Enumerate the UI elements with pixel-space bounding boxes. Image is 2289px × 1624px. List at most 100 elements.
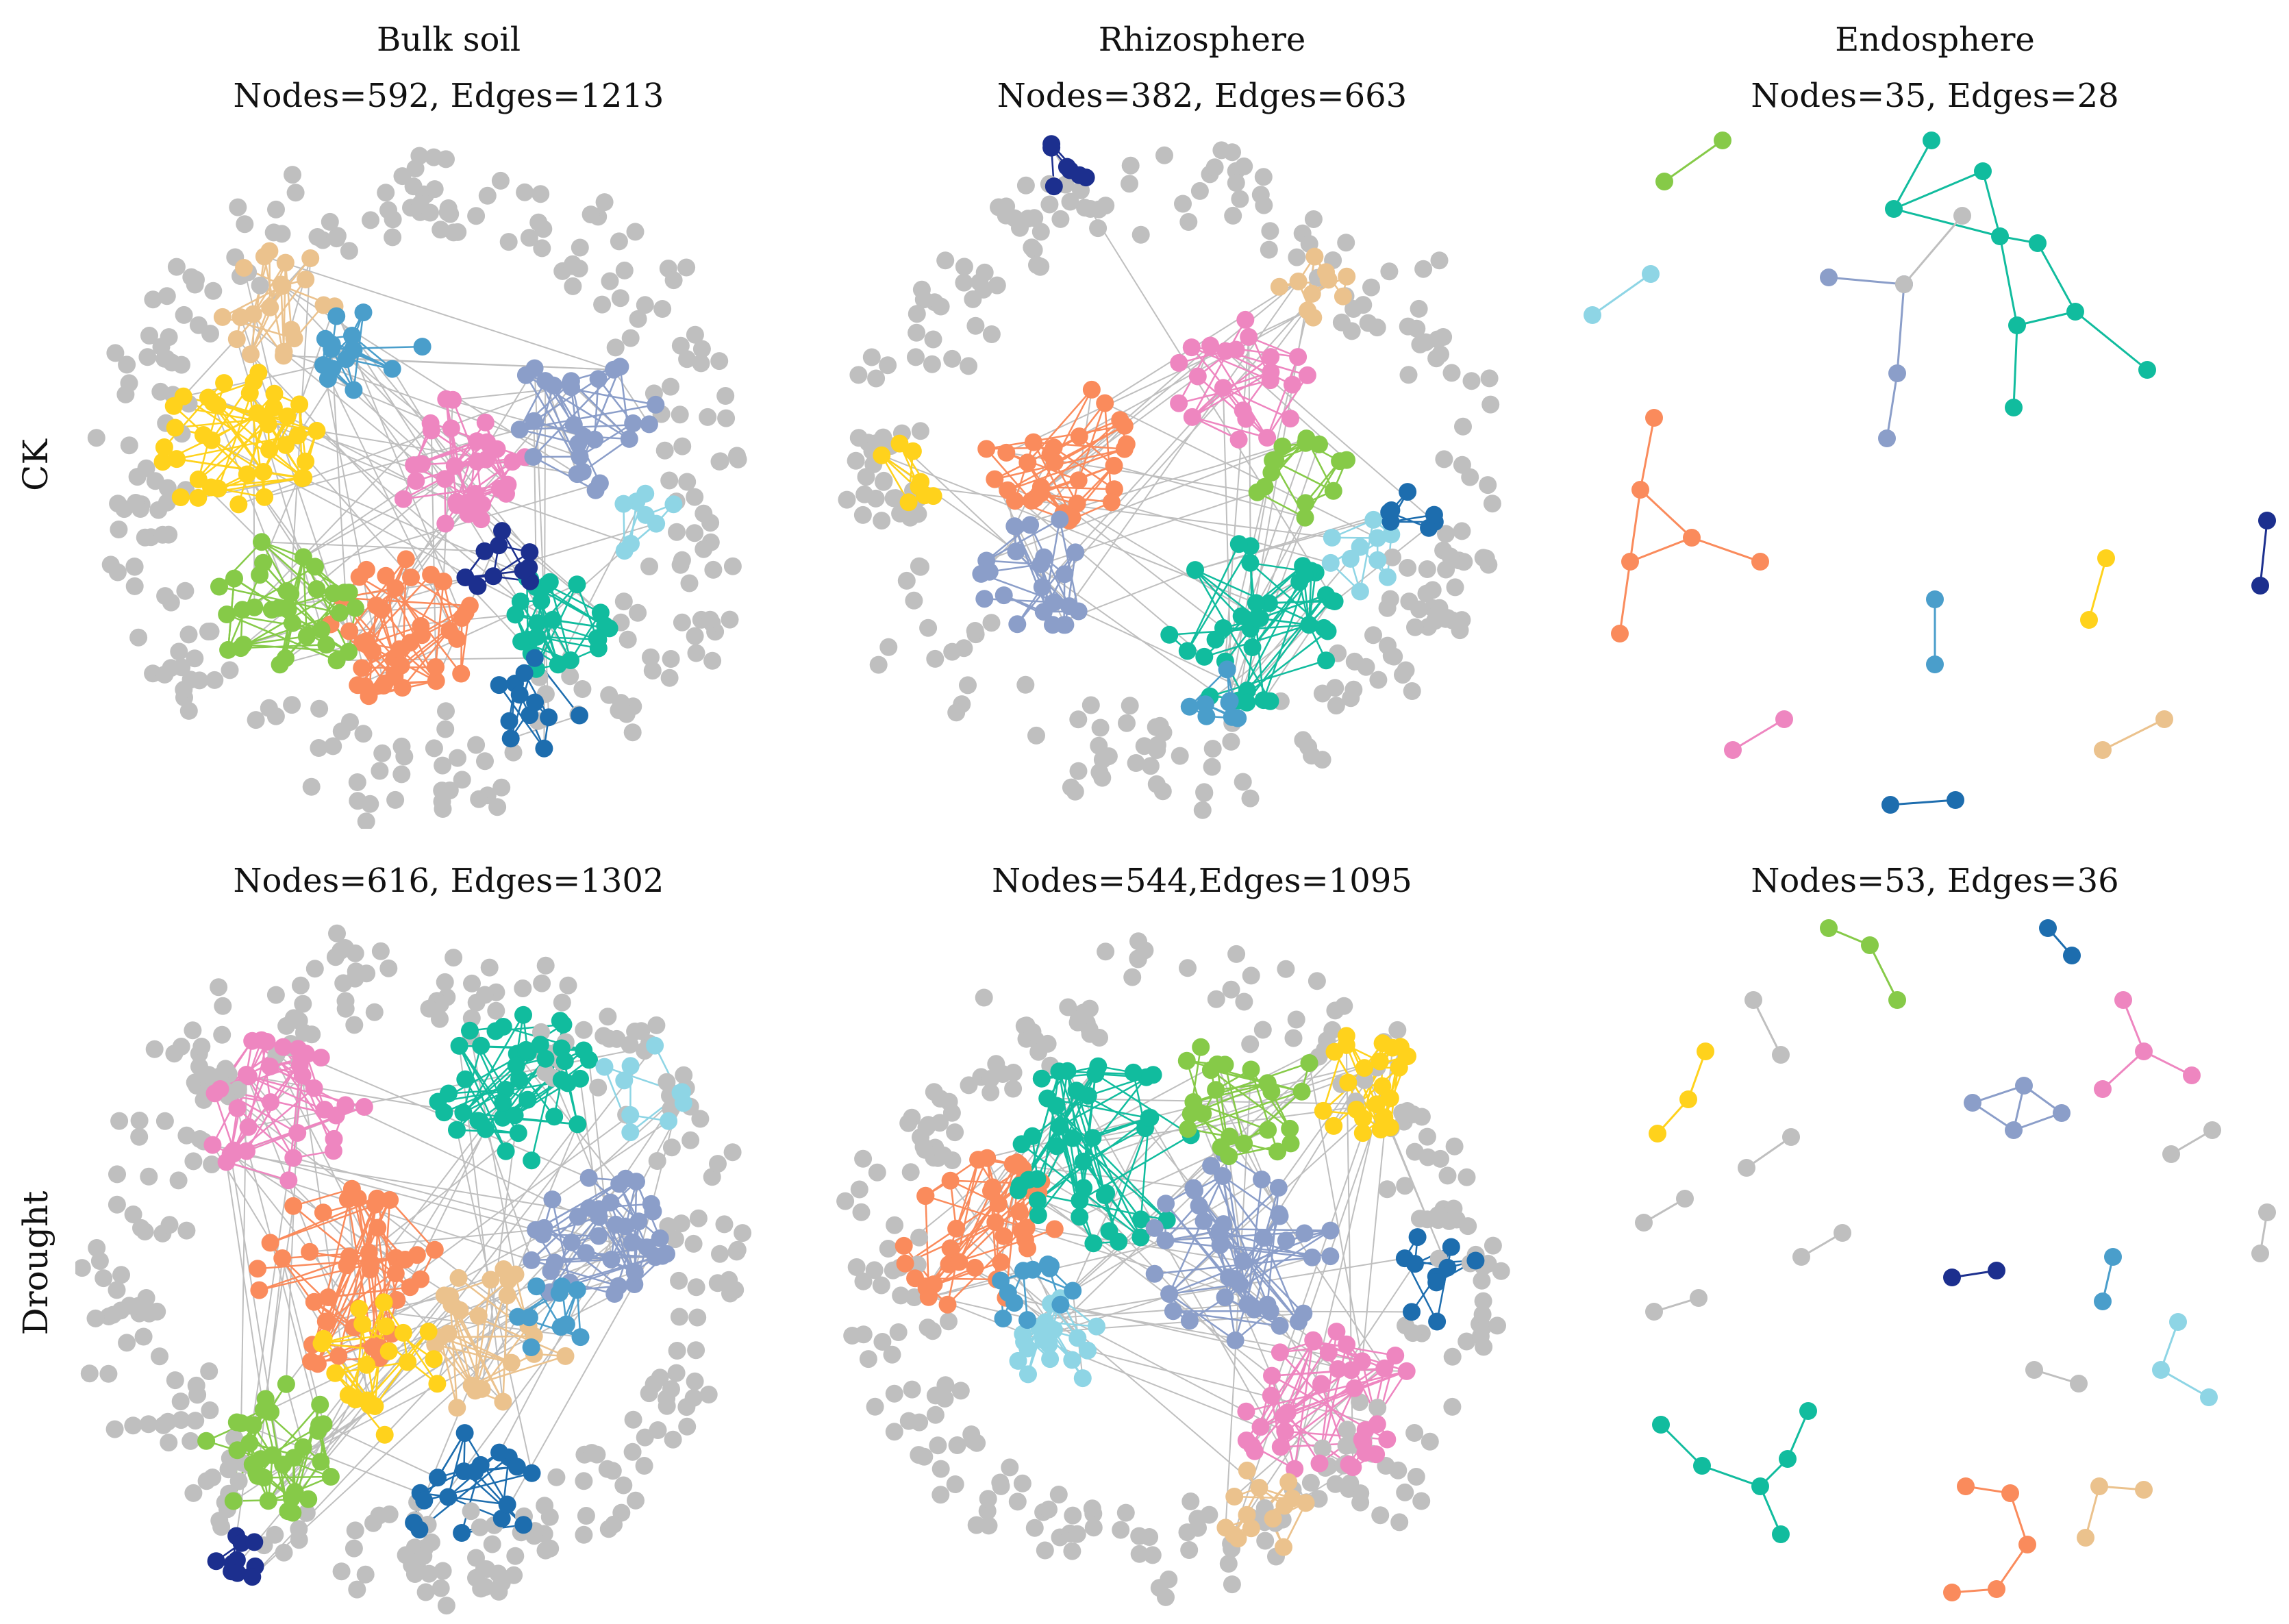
unconnected-node [914,1138,933,1156]
unconnected-node [177,1126,196,1145]
module-node [1032,1069,1051,1088]
network-graph-dr-endo [1635,919,2276,1601]
edge [2101,1050,2145,1090]
module-node [1177,1051,1196,1070]
unconnected-node [1434,608,1453,626]
module-node [995,1227,1013,1245]
unconnected-node [1447,1210,1466,1229]
edge [925,1195,1027,1229]
module-node [1264,1510,1282,1528]
unconnected-node [175,680,193,699]
unconnected-node [292,976,310,995]
unconnected-node [879,1240,897,1258]
edge [881,455,910,503]
unconnected-node [414,1547,433,1565]
module-node [640,415,658,434]
unconnected-node [520,229,538,247]
module-node [1314,619,1333,637]
module-node [1584,306,1601,324]
network-panel-ck-bulk [75,130,760,829]
unconnected-node [345,1539,363,1558]
module-node [1229,430,1248,449]
unconnected-node [348,773,366,791]
module-node [1218,660,1236,679]
unconnected-node [662,650,680,668]
module-node [1263,1366,1281,1385]
module-node [1974,162,1992,180]
unconnected-node [981,1083,1000,1101]
unconnected-node [1368,318,1386,337]
module-node [906,1269,925,1288]
module-node [488,440,506,458]
module-node [1063,1351,1081,1369]
module-node [336,1096,355,1114]
module-node [274,1456,292,1474]
edge [958,1162,1018,1263]
edge [1639,488,1693,539]
module-node [899,493,918,512]
module-node [237,1066,255,1084]
module-node [1051,1117,1068,1136]
module-node [1066,543,1085,562]
unconnected-node [449,223,467,241]
module-node [1035,548,1053,566]
module-node [314,1203,332,1222]
unconnected-node [911,422,929,440]
module-node [456,1070,475,1088]
module-node [1182,338,1201,357]
module-node [312,1453,330,1471]
module-node [327,307,346,325]
module-node [425,1240,444,1259]
module-node [1014,1325,1032,1343]
edge [448,1332,512,1364]
module-node [1635,1214,1653,1232]
edge [376,1227,393,1334]
module-node [1260,594,1278,612]
module-node [621,1123,640,1142]
module-node [227,330,246,349]
module-node [1170,353,1188,372]
edge [173,405,317,432]
module-node [1751,553,1769,571]
network-graph-ck-rhizo [838,135,1501,819]
edge [1105,1192,1142,1238]
module-node [2094,1080,2112,1098]
unconnected-node [687,1341,705,1360]
unconnected-node [1131,225,1150,244]
module-node [1211,1236,1229,1254]
module-node [1075,1179,1093,1197]
unconnected-node [108,1195,126,1214]
unconnected-node [875,473,892,491]
module-node [972,564,990,583]
module-node [1005,1294,1023,1312]
unconnected-node [1013,1474,1031,1492]
unconnected-node [1016,176,1035,195]
unconnected-node [931,1114,949,1132]
module-node [1269,1179,1288,1197]
module-node [1071,166,1088,184]
module-node [1192,1038,1210,1056]
module-node [1254,691,1273,710]
module-node [1325,592,1344,610]
edge [1664,139,1723,183]
unconnected-node [855,485,874,503]
module-node [1082,380,1101,399]
unconnected-node [346,1521,364,1540]
network-panel-dr-bulk [75,918,760,1616]
module-node [646,1036,664,1055]
unconnected-node [994,1065,1012,1083]
module-node [1304,1331,1323,1349]
unconnected-node [621,1036,639,1054]
module-node [1298,366,1316,384]
unconnected-node [425,148,443,166]
module-node [316,1101,334,1119]
unconnected-node [947,703,966,722]
module-node [543,1190,562,1209]
unconnected-node [1261,222,1279,240]
module-node [589,370,608,388]
module-node [1238,693,1256,712]
module-node [573,462,592,481]
unconnected-node [1130,1545,1149,1563]
module-node [1258,1295,1277,1314]
edge [551,1199,571,1283]
